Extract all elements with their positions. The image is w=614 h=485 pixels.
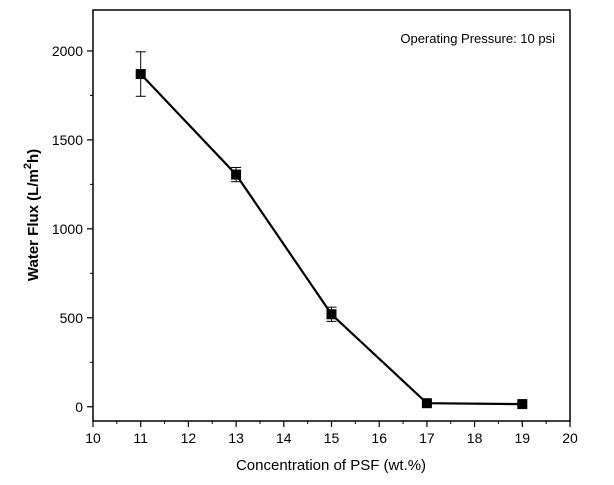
y-tick-label: 1000 (52, 221, 83, 237)
x-tick-label: 11 (133, 430, 148, 446)
x-tick-label: 13 (228, 430, 244, 446)
y-tick-label: 500 (60, 310, 84, 326)
data-point (421, 398, 432, 409)
axis-ticks: 10 11 12 13 14 15 16 17 18 19 20 0 500 1000 1500 2000 (52, 43, 578, 446)
annotation: Operating Pressure: 10 psi (400, 31, 555, 46)
x-tick-label: 19 (515, 430, 531, 446)
y-tick-label: 0 (75, 399, 83, 415)
x-tick-label: 10 (85, 430, 101, 446)
x-tick-label: 14 (276, 430, 292, 446)
series-line-path (139, 73, 523, 406)
x-tick-label: 12 (181, 430, 197, 446)
x-tick-label: 15 (324, 430, 340, 446)
data-point (135, 69, 146, 80)
y-axis-title-main: Water Flux (L/m (25, 169, 42, 281)
y-axis-title-sup: 2 (22, 163, 34, 169)
x-tick-label: 18 (467, 430, 483, 446)
y-tick-label: 1500 (52, 132, 83, 148)
plot-frame (92, 9, 571, 422)
x-axis-title: Concentration of PSF (wt.%) (236, 457, 426, 474)
y-axis-title-end: h) (25, 149, 42, 163)
series-line (135, 51, 528, 410)
x-tick-label: 16 (371, 430, 387, 446)
data-point (231, 169, 242, 180)
x-tick-label: 17 (419, 430, 435, 446)
data-point (517, 399, 528, 410)
data-point (326, 309, 337, 320)
y-axis-title: Water Flux (L/m2h) (22, 149, 42, 281)
x-tick-label: 20 (562, 430, 578, 446)
y-tick-label: 2000 (52, 43, 83, 59)
